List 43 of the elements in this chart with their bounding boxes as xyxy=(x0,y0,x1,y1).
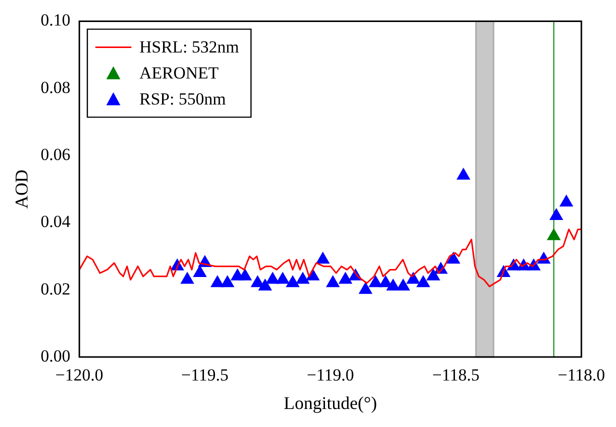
point xyxy=(251,276,264,288)
point xyxy=(296,272,310,284)
point xyxy=(266,272,280,284)
point xyxy=(379,276,392,288)
point xyxy=(258,278,272,290)
legend-label: RSP: 550nm xyxy=(139,90,226,109)
y-tick-label: 0.06 xyxy=(40,144,70,164)
x-tick-label: −120.0 xyxy=(55,366,104,385)
point xyxy=(238,268,252,280)
point xyxy=(193,266,206,278)
point xyxy=(326,276,340,288)
x-tick-label: −118.5 xyxy=(432,366,480,385)
point xyxy=(338,272,352,284)
point xyxy=(276,272,290,284)
legend-label: AERONET xyxy=(139,64,220,83)
point xyxy=(180,272,194,284)
x-tick-label: −119.5 xyxy=(181,366,228,385)
x-tick-label: −118.0 xyxy=(558,366,606,385)
point xyxy=(358,282,372,294)
point xyxy=(426,268,440,280)
point xyxy=(386,278,400,290)
point xyxy=(368,276,382,288)
y-tick-label: 0.10 xyxy=(40,10,70,30)
y-tick-label: 0.00 xyxy=(40,346,70,366)
y-tick-label: 0.08 xyxy=(40,78,70,97)
y-tick-label: 0.04 xyxy=(40,212,71,232)
point xyxy=(220,276,234,288)
point xyxy=(316,252,330,264)
point xyxy=(286,276,300,288)
point xyxy=(210,276,224,288)
point xyxy=(406,272,420,284)
x-axis-title: Longitude(°) xyxy=(284,392,377,413)
legend-label: HSRL: 532nm xyxy=(139,38,240,57)
point xyxy=(416,276,430,288)
point xyxy=(456,168,470,180)
point xyxy=(547,228,560,240)
y-tick-label: 0.02 xyxy=(40,279,70,298)
point xyxy=(396,278,410,290)
y-axis-title: AOD xyxy=(12,170,32,209)
x-tick-label: −119.0 xyxy=(306,366,354,385)
point xyxy=(446,252,460,264)
point xyxy=(550,208,563,220)
point xyxy=(560,195,573,207)
